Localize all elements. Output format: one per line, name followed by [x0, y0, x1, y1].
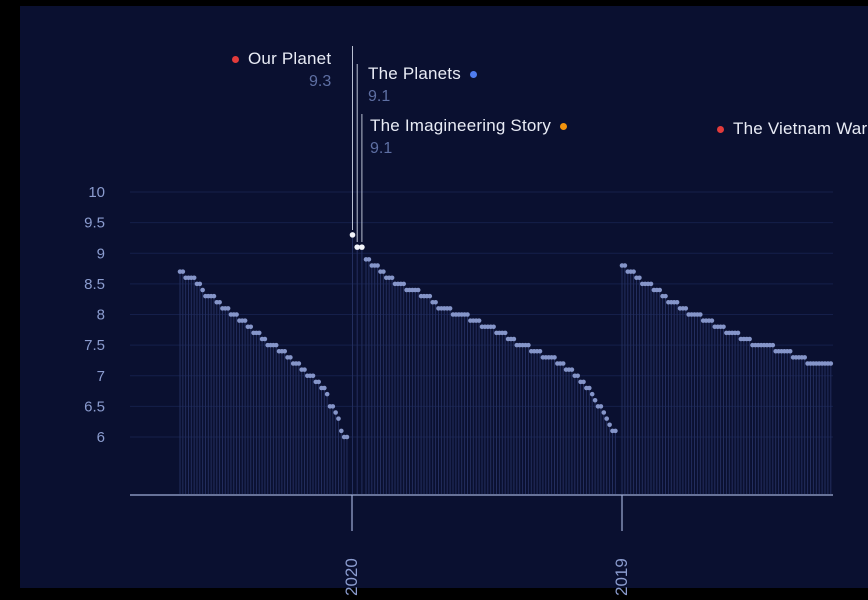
annotation-title: Our Planet — [248, 49, 332, 68]
x-tick-label: 2020 — [342, 558, 361, 596]
y-tick-label: 7.5 — [84, 337, 105, 354]
y-tick-label: 8 — [97, 307, 105, 324]
annotation-title: The Imagineering Story — [370, 116, 552, 135]
imagineering-story-dot-icon — [560, 122, 568, 130]
y-tick-label: 9 — [97, 245, 105, 262]
annotation-imagineering-story: The Imagineering Story 9.1 — [370, 116, 568, 158]
y-axis-labels: 10 9.5 9 8.5 8 7.5 7 6.5 6 — [84, 184, 105, 446]
stems-layer — [179, 236, 832, 494]
annotation-rating: 9.3 — [309, 73, 332, 90]
annotation-our-planet: Our Planet 9.3 — [232, 49, 331, 91]
y-tick-label: 10 — [88, 184, 105, 201]
dots-layer — [177, 257, 834, 440]
y-tick-label: 6 — [97, 429, 105, 446]
y-tick-label: 8.5 — [84, 276, 105, 293]
x-axis: 2020 2019 — [130, 494, 833, 596]
annotation-the-planets: The Planets 9.1 — [368, 64, 477, 106]
annotation-rating: 9.1 — [370, 140, 393, 157]
annotation-title: The Vietnam War — [733, 119, 868, 138]
x-tick-label: 2019 — [612, 558, 631, 596]
the-planets-dot-icon — [469, 70, 477, 78]
annotation-connector-lines — [352, 46, 363, 242]
vietnam-war-dot-icon — [717, 125, 724, 133]
annotation-rating: 9.1 — [368, 88, 391, 105]
our-planet-dot-icon — [232, 55, 239, 63]
highlight-dots-layer — [349, 232, 365, 250]
y-tick-label: 9.5 — [84, 215, 105, 232]
annotation-title: The Planets — [368, 64, 461, 83]
annotation-vietnam-war: The Vietnam War — [717, 119, 867, 139]
y-tick-label: 6.5 — [84, 398, 105, 415]
y-tick-label: 7 — [97, 368, 105, 385]
